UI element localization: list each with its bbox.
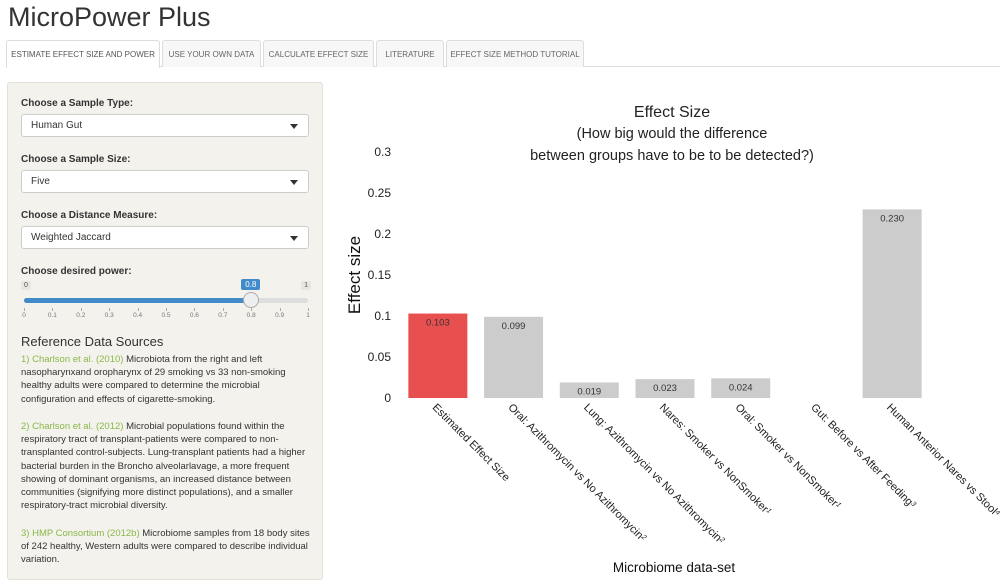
slider-tick-label: 0.5 — [161, 312, 171, 319]
slider-handle[interactable] — [243, 292, 260, 308]
y-tick-label: 0.25 — [368, 186, 392, 200]
reference-item: 3) HMP Consortium (2012b) Microbiome sam… — [21, 527, 313, 567]
tab-calculate-effect-size[interactable]: CALCULATE EFFECT SIZE — [263, 40, 374, 67]
tab-bar: ESTIMATE EFFECT SIZE AND POWER USE YOUR … — [6, 40, 1000, 68]
y-tick-label: 0.1 — [374, 309, 391, 323]
bar — [408, 313, 468, 398]
sample-type-value: Human Gut — [31, 120, 83, 131]
sample-type-label: Choose a Sample Type: — [21, 98, 134, 109]
reference-text: Microbiota from the right and left nasop… — [21, 354, 286, 405]
bar — [711, 378, 771, 398]
slider-tick-label: 0.7 — [218, 312, 228, 319]
bar-value-label: 0.099 — [502, 321, 526, 332]
slider-tick — [24, 308, 25, 311]
slider-tick-label: 0.8 — [246, 312, 256, 319]
x-tick-label: Estimated Effect Size — [430, 402, 512, 484]
reference-text: Microbiome samples from 18 body sites of… — [21, 528, 310, 566]
x-tick-superscript: 1 — [835, 501, 843, 509]
slider-tick — [137, 308, 139, 311]
effect-size-chart: Effect Size (How big would the differenc… — [345, 104, 1000, 575]
chart-title: Effect Size — [634, 104, 710, 121]
power-label: Choose desired power: — [21, 266, 132, 277]
chevron-down-icon — [290, 180, 298, 185]
reference-link[interactable]: 3) HMP Consortium (2012b) — [21, 528, 140, 539]
slider-tick — [279, 308, 281, 311]
x-axis-label: Microbiome data-set — [613, 560, 736, 575]
slider-tick-label: 0.2 — [76, 312, 86, 319]
distance-measure-label: Choose a Distance Measure: — [21, 210, 158, 221]
slider-tick — [308, 308, 309, 311]
slider-tick-label: 0.1 — [47, 312, 57, 319]
slider-tick-label: 0.4 — [133, 312, 143, 319]
tab-estimate-effect-size[interactable]: ESTIMATE EFFECT SIZE AND POWER — [6, 40, 160, 68]
chart-subtitle-line-1: (How big would the difference — [577, 126, 768, 142]
bar — [484, 316, 544, 398]
sample-size-label: Choose a Sample Size: — [21, 154, 131, 165]
y-tick-label: 0.3 — [374, 145, 391, 159]
power-value-badge: 0.8 — [241, 279, 261, 290]
reference-link[interactable]: 2) Charlson et al. (2012) — [21, 421, 124, 432]
bar-value-label: 0.024 — [729, 382, 753, 393]
chevron-down-icon — [290, 124, 298, 129]
chart-subtitle-line-2: between groups have to be to be detected… — [530, 148, 814, 164]
slider-tick — [166, 308, 167, 311]
tab-effect-size-tutorial[interactable]: EFFECT SIZE METHOD TUTORIAL — [446, 40, 584, 67]
slider-tick-label: 0 — [22, 312, 26, 319]
y-tick-label: 0.2 — [374, 227, 391, 241]
slider-tick — [80, 308, 82, 311]
x-tick-superscript: 4 — [994, 509, 1000, 517]
x-tick-label: Oral: Azithromycin vs No Azithromycin2 — [505, 402, 648, 545]
plot-area: 0 0.05 0.1 0.15 0.2 0.25 0.3 0.103 Estimated Eff… — [368, 145, 1000, 547]
distance-measure-select[interactable]: Weighted Jaccard — [21, 226, 309, 249]
power-min-label: 0 — [21, 281, 31, 290]
power-max-label: 1 — [301, 281, 311, 290]
bar-value-label: 0.023 — [653, 383, 677, 394]
power-slider[interactable]: 0 1 0.8 0 0.1 0.2 0.3 0.4 0.5 0.6 0.7 0.8 0.9 1 — [21, 279, 311, 325]
tab-literature[interactable]: LITERATURE — [376, 40, 444, 67]
x-tick-superscript: 2 — [718, 535, 726, 543]
slider-tick — [109, 308, 111, 311]
y-tick-label: 0 — [384, 391, 391, 405]
reference-text: Microbial populations found within the r… — [21, 421, 306, 512]
bar — [559, 382, 619, 398]
sample-type-select[interactable]: Human Gut — [21, 114, 309, 137]
y-axis-label: Effect size — [345, 236, 364, 314]
app-title: MicroPower Plus — [8, 2, 211, 32]
slider-tick-label: 0.6 — [189, 312, 199, 319]
bar — [635, 379, 695, 398]
slider-tick — [251, 308, 253, 311]
sample-size-select[interactable]: Five — [21, 170, 309, 193]
bar-value-label: 0.230 — [880, 213, 904, 224]
reference-item: 1) Charlson et al. (2010) Microbiota fro… — [21, 353, 313, 406]
slider-fill — [24, 298, 252, 303]
reference-heading: Reference Data Sources — [21, 334, 164, 349]
y-tick-label: 0.15 — [368, 268, 392, 282]
tab-use-your-own-data[interactable]: USE YOUR OWN DATA — [162, 40, 261, 67]
reference-link[interactable]: 1) Charlson et al. (2010) — [21, 354, 124, 365]
x-tick-superscript: 3 — [910, 500, 918, 508]
slider-tick-label: 1 — [306, 312, 310, 319]
chevron-down-icon — [290, 236, 298, 241]
x-tick-label: Lung: Azithromycin vs No Azithromycin2 — [581, 402, 726, 547]
y-tick-label: 0.05 — [368, 350, 392, 364]
x-tick-superscript: 1 — [765, 507, 773, 515]
sample-size-value: Five — [31, 176, 50, 187]
slider-tick — [194, 308, 196, 311]
slider-tick — [52, 308, 54, 311]
bar-value-label: 0.103 — [426, 318, 450, 329]
sidebar-panel: Choose a Sample Type: Human Gut Choose a… — [7, 82, 323, 580]
slider-tick-label: 0.3 — [104, 312, 114, 319]
distance-measure-value: Weighted Jaccard — [31, 232, 111, 243]
bar-value-label: 0.019 — [577, 386, 601, 397]
reference-item: 2) Charlson et al. (2012) Microbial popu… — [21, 420, 313, 512]
x-tick-superscript: 2 — [639, 533, 647, 541]
bar — [862, 209, 922, 398]
slider-tick — [222, 308, 224, 311]
slider-tick-label: 0.9 — [275, 312, 285, 319]
